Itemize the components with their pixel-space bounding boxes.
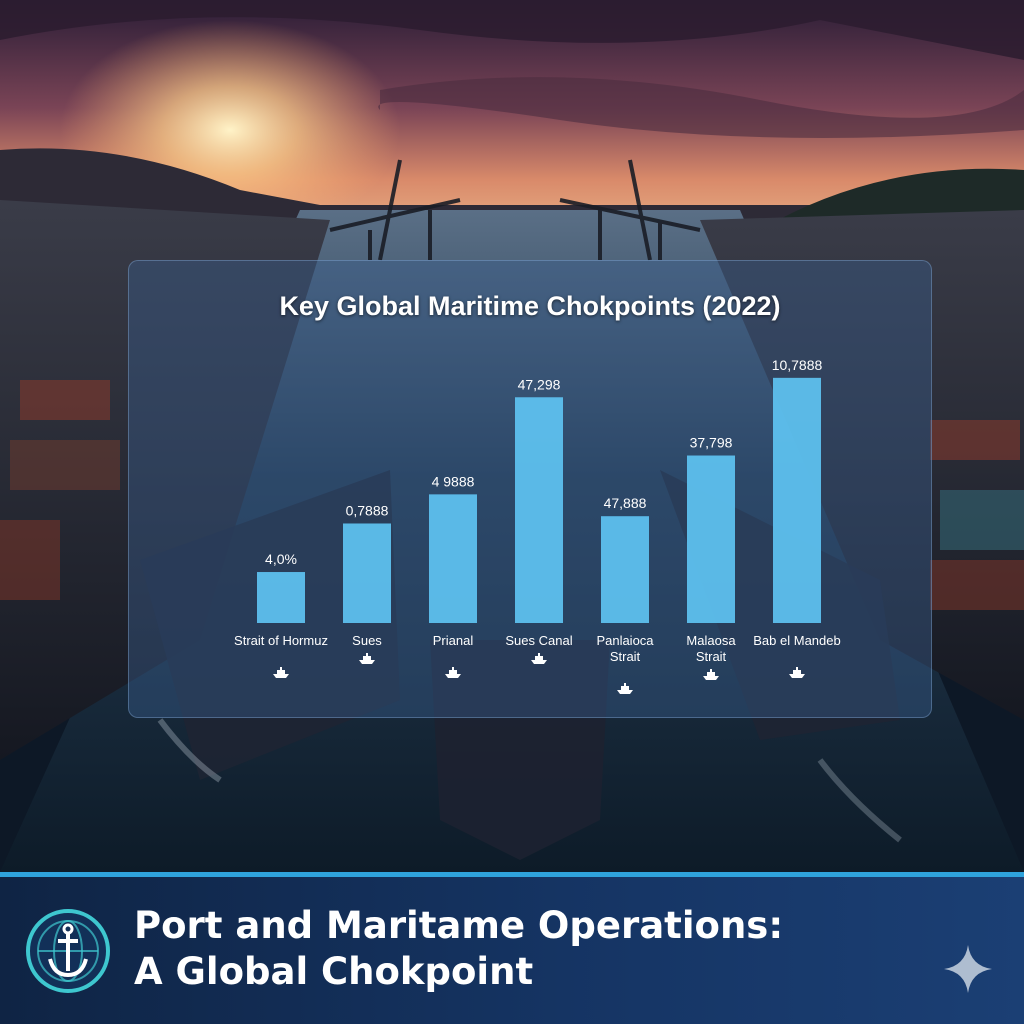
banner-title: Port and Maritame Operations: A Global C…: [134, 903, 783, 995]
category-label-6: Bab el Mandeb: [753, 633, 840, 648]
bar-chart: 4,0% Strait of Hormuz 0,7888 Sues 4 9888 Pria…: [234, 357, 841, 694]
category-label-5-line-1: Strait: [696, 649, 727, 664]
bar-0: [257, 572, 305, 623]
port-background-scene: [0, 0, 1024, 872]
category-label-3: Sues Canal: [505, 633, 572, 648]
category-label-4: Panlaioca: [596, 633, 654, 648]
banner-title-line-1: Port and Maritame Operations:: [134, 904, 784, 947]
ship-icon: [617, 683, 633, 694]
category-label-1: Sues: [352, 633, 382, 648]
ship-icon: [789, 667, 805, 678]
value-label-2: 4 9888: [432, 473, 475, 489]
ship-icon: [273, 667, 289, 678]
bar-6: [773, 377, 821, 623]
category-label-0: Strait of Hormuz: [234, 633, 328, 648]
value-label-4: 47,888: [604, 495, 647, 511]
value-label-6: 10,7888: [772, 357, 823, 373]
bar-2: [429, 494, 477, 623]
value-label-1: 0,7888: [346, 502, 389, 518]
bar-4: [601, 516, 649, 623]
value-label-0: 4,0%: [265, 551, 297, 567]
category-label-5: Malaosa: [686, 633, 736, 648]
ship-icon: [359, 653, 375, 664]
bar-5: [687, 455, 735, 623]
ship-icon: [445, 667, 461, 678]
banner-title-line-2: A Global Chokpoint: [134, 950, 534, 993]
bar-3: [515, 397, 563, 623]
anchor-globe-icon: [26, 909, 110, 993]
category-label-4-line-1: Strait: [610, 649, 641, 664]
value-label-5: 37,798: [690, 435, 733, 451]
chart-panel: Key Global Maritime Chokpoints (2022) 4,…: [128, 260, 932, 718]
sparkle-icon: [944, 945, 992, 993]
ship-icon: [531, 653, 547, 664]
ship-icon: [703, 669, 719, 680]
footer-banner: Port and Maritame Operations: A Global C…: [0, 872, 1024, 1024]
chart-title: Key Global Maritime Chokpoints (2022): [279, 291, 781, 321]
bar-1: [343, 523, 391, 623]
category-label-2: Prianal: [433, 633, 474, 648]
value-label-3: 47,298: [518, 376, 561, 392]
